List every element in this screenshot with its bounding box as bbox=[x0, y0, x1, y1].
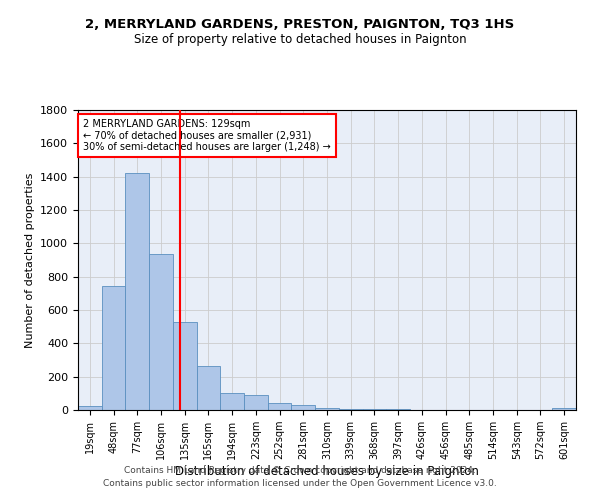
Text: Size of property relative to detached houses in Paignton: Size of property relative to detached ho… bbox=[134, 32, 466, 46]
Bar bbox=[78, 406, 102, 410]
Bar bbox=[173, 322, 197, 410]
Bar bbox=[339, 408, 362, 410]
Bar bbox=[102, 286, 125, 410]
Bar bbox=[125, 174, 149, 410]
Text: 2 MERRYLAND GARDENS: 129sqm
← 70% of detached houses are smaller (2,931)
30% of : 2 MERRYLAND GARDENS: 129sqm ← 70% of det… bbox=[83, 119, 331, 152]
X-axis label: Distribution of detached houses by size in Paignton: Distribution of detached houses by size … bbox=[175, 465, 479, 478]
Text: Contains HM Land Registry data © Crown copyright and database right 2024.
Contai: Contains HM Land Registry data © Crown c… bbox=[103, 466, 497, 487]
Bar bbox=[244, 394, 268, 410]
Bar bbox=[268, 404, 292, 410]
Bar bbox=[292, 406, 315, 410]
Bar bbox=[149, 254, 173, 410]
Bar bbox=[362, 408, 386, 410]
Text: 2, MERRYLAND GARDENS, PRESTON, PAIGNTON, TQ3 1HS: 2, MERRYLAND GARDENS, PRESTON, PAIGNTON,… bbox=[85, 18, 515, 30]
Bar bbox=[220, 392, 244, 410]
Bar bbox=[197, 366, 220, 410]
Y-axis label: Number of detached properties: Number of detached properties bbox=[25, 172, 35, 348]
Bar bbox=[386, 409, 410, 410]
Bar bbox=[315, 408, 339, 410]
Bar bbox=[552, 408, 576, 410]
